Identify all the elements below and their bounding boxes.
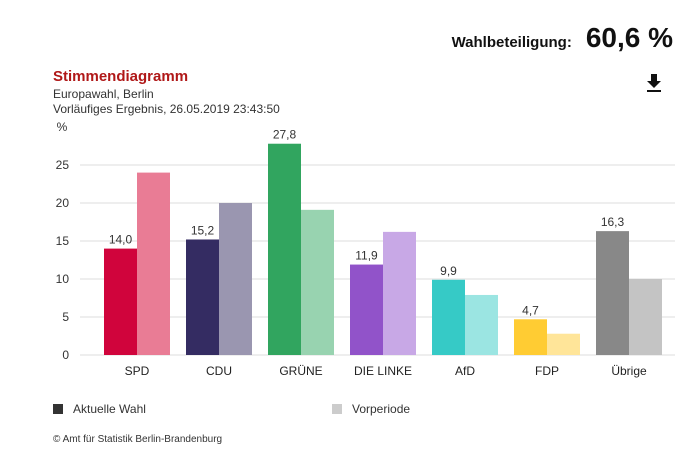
- stimmendiagramm-chart: % 0 5 10 15 20 25 14,0 SPD 15,2 CDU 27,8 GRÜNE 11,9 DI…: [56, 120, 675, 378]
- y-tick-label: 0: [62, 348, 69, 362]
- bar-previous-die-linke: [383, 231, 416, 355]
- x-tick-label: SPD: [125, 364, 150, 378]
- data-label: 16,3: [601, 215, 625, 229]
- chart-title: Stimmendiagramm: [53, 68, 189, 85]
- result-status: Vorläufiges Ergebnis, 26.05.2019 23:43:5…: [53, 102, 280, 116]
- data-label: 4,7: [522, 303, 539, 317]
- legend-previous-swatch: [332, 404, 342, 414]
- bar-previous-afd: [465, 294, 498, 355]
- turnout: Wahlbeteiligung: 60,6 %: [452, 22, 673, 54]
- x-tick-label: DIE LINKE: [354, 364, 412, 378]
- y-axis-label: %: [57, 120, 68, 134]
- download-icon[interactable]: [644, 72, 664, 94]
- data-label: 9,9: [440, 264, 457, 278]
- download-icon-graphic: [647, 74, 661, 92]
- data-label: 11,9: [355, 249, 378, 263]
- legend-current: Aktuelle Wahl: [53, 402, 146, 416]
- y-tick-label: 25: [56, 158, 70, 172]
- copyright: © Amt für Statistik Berlin-Brandenburg: [53, 434, 223, 445]
- y-tick-label: 15: [56, 234, 70, 248]
- bar-previous-spd: [137, 172, 170, 355]
- legend-previous-label: Vorperiode: [352, 402, 411, 416]
- chart-subtitle: Europawahl, Berlin: [53, 87, 154, 101]
- bar-current-cdu: [186, 239, 219, 355]
- bar-current-fdp: [514, 319, 547, 355]
- x-tick-label: CDU: [206, 364, 232, 378]
- bar-current-grüne: [268, 143, 301, 355]
- bar-current-spd: [104, 248, 137, 355]
- y-tick-label: 5: [62, 310, 69, 324]
- x-tick-label: FDP: [535, 364, 559, 378]
- legend-current-label: Aktuelle Wahl: [73, 402, 146, 416]
- turnout-label: Wahlbeteiligung:: [451, 34, 572, 51]
- bar-current-die-linke: [350, 264, 383, 355]
- x-tick-label: Übrige: [611, 364, 647, 378]
- y-tick-label: 10: [56, 272, 70, 286]
- bar-previous-cdu: [219, 203, 252, 355]
- legend-current-swatch: [53, 404, 63, 414]
- data-label: 15,2: [191, 223, 215, 237]
- bar-current-übrige: [596, 231, 629, 355]
- turnout-value: 60,6 %: [585, 22, 673, 53]
- bar-previous-übrige: [629, 279, 662, 355]
- x-tick-label: GRÜNE: [279, 364, 322, 378]
- bar-previous-fdp: [547, 333, 580, 355]
- data-label: 27,8: [273, 128, 297, 142]
- data-label: 14,0: [109, 233, 133, 247]
- legend-previous: Vorperiode: [332, 402, 410, 416]
- bar-current-afd: [432, 279, 465, 355]
- y-tick-label: 20: [56, 196, 70, 210]
- x-tick-label: AfD: [455, 364, 475, 378]
- bar-previous-grüne: [301, 209, 334, 355]
